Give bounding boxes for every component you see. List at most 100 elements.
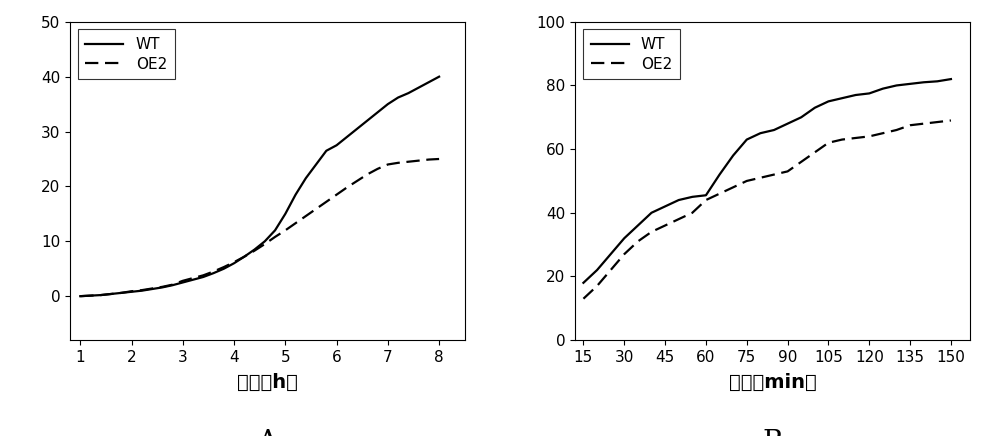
OE2 bbox=[577, 296, 589, 301]
OE2 bbox=[290, 221, 302, 226]
OE2 bbox=[918, 121, 930, 126]
WT bbox=[218, 266, 230, 271]
OE2 bbox=[167, 282, 179, 287]
WT bbox=[945, 76, 957, 82]
OE2 bbox=[208, 269, 220, 274]
OE2 bbox=[632, 239, 644, 244]
OE2 bbox=[105, 291, 117, 296]
WT bbox=[238, 254, 250, 259]
OE2 bbox=[850, 135, 862, 140]
OE2 bbox=[249, 248, 261, 253]
WT bbox=[836, 95, 848, 101]
WT bbox=[632, 223, 644, 228]
WT bbox=[700, 193, 712, 198]
WT bbox=[197, 274, 209, 279]
OE2 bbox=[126, 289, 138, 294]
OE2 bbox=[605, 267, 617, 272]
Legend: WT, OE2: WT, OE2 bbox=[78, 30, 175, 79]
WT bbox=[890, 83, 902, 88]
Text: A: A bbox=[257, 429, 277, 436]
WT bbox=[208, 270, 220, 276]
OE2 bbox=[714, 191, 726, 196]
OE2 bbox=[85, 293, 97, 298]
OE2 bbox=[795, 159, 807, 164]
WT bbox=[782, 121, 794, 126]
OE2 bbox=[74, 293, 86, 299]
OE2 bbox=[177, 278, 189, 283]
WT bbox=[645, 210, 657, 215]
OE2 bbox=[259, 242, 271, 247]
WT bbox=[382, 102, 394, 107]
WT bbox=[279, 211, 291, 217]
WT bbox=[423, 79, 435, 85]
WT bbox=[402, 91, 414, 96]
WT bbox=[659, 204, 671, 209]
OE2 bbox=[433, 157, 445, 162]
OE2 bbox=[392, 160, 404, 165]
OE2 bbox=[754, 175, 766, 181]
WT bbox=[714, 172, 726, 177]
WT bbox=[904, 81, 916, 86]
WT bbox=[74, 293, 86, 299]
WT bbox=[877, 86, 889, 91]
WT bbox=[177, 280, 189, 285]
OE2 bbox=[238, 254, 250, 259]
OE2 bbox=[863, 134, 875, 139]
OE2 bbox=[218, 265, 230, 270]
WT bbox=[187, 277, 199, 283]
WT bbox=[372, 110, 384, 115]
WT bbox=[85, 293, 97, 298]
OE2 bbox=[269, 234, 281, 239]
X-axis label: 时间（h）: 时间（h） bbox=[237, 373, 298, 392]
OE2 bbox=[197, 272, 209, 278]
OE2 bbox=[95, 293, 107, 298]
WT bbox=[918, 80, 930, 85]
OE2 bbox=[331, 192, 343, 197]
OE2 bbox=[822, 140, 834, 145]
OE2 bbox=[402, 159, 414, 164]
WT bbox=[331, 143, 343, 148]
OE2 bbox=[700, 198, 712, 203]
OE2 bbox=[931, 119, 943, 125]
OE2 bbox=[341, 185, 353, 190]
WT bbox=[413, 85, 425, 90]
WT bbox=[126, 289, 138, 294]
WT bbox=[822, 99, 834, 104]
OE2 bbox=[372, 166, 384, 171]
OE2 bbox=[413, 158, 425, 163]
WT bbox=[433, 74, 445, 79]
X-axis label: 时间（min）: 时间（min） bbox=[729, 373, 817, 392]
OE2 bbox=[279, 228, 291, 233]
WT bbox=[673, 198, 685, 203]
WT bbox=[591, 267, 603, 272]
WT bbox=[249, 247, 261, 252]
WT bbox=[351, 126, 363, 131]
WT bbox=[809, 105, 821, 110]
OE2 bbox=[146, 286, 158, 291]
OE2 bbox=[320, 199, 332, 204]
OE2 bbox=[659, 223, 671, 228]
Legend: WT, OE2: WT, OE2 bbox=[583, 30, 680, 79]
WT bbox=[269, 228, 281, 233]
OE2 bbox=[382, 162, 394, 167]
OE2 bbox=[115, 290, 127, 296]
WT bbox=[167, 283, 179, 288]
WT bbox=[136, 288, 148, 293]
WT bbox=[863, 91, 875, 96]
OE2 bbox=[890, 127, 902, 133]
WT bbox=[290, 192, 302, 197]
Line: WT: WT bbox=[80, 77, 439, 296]
WT bbox=[931, 79, 943, 84]
OE2 bbox=[361, 172, 373, 177]
WT bbox=[741, 137, 753, 142]
WT bbox=[392, 95, 404, 100]
OE2 bbox=[904, 123, 916, 128]
OE2 bbox=[591, 283, 603, 289]
OE2 bbox=[351, 178, 363, 184]
WT bbox=[105, 291, 117, 296]
WT bbox=[146, 286, 158, 292]
OE2 bbox=[673, 217, 685, 222]
WT bbox=[577, 280, 589, 286]
OE2 bbox=[156, 284, 168, 290]
WT bbox=[618, 235, 630, 241]
